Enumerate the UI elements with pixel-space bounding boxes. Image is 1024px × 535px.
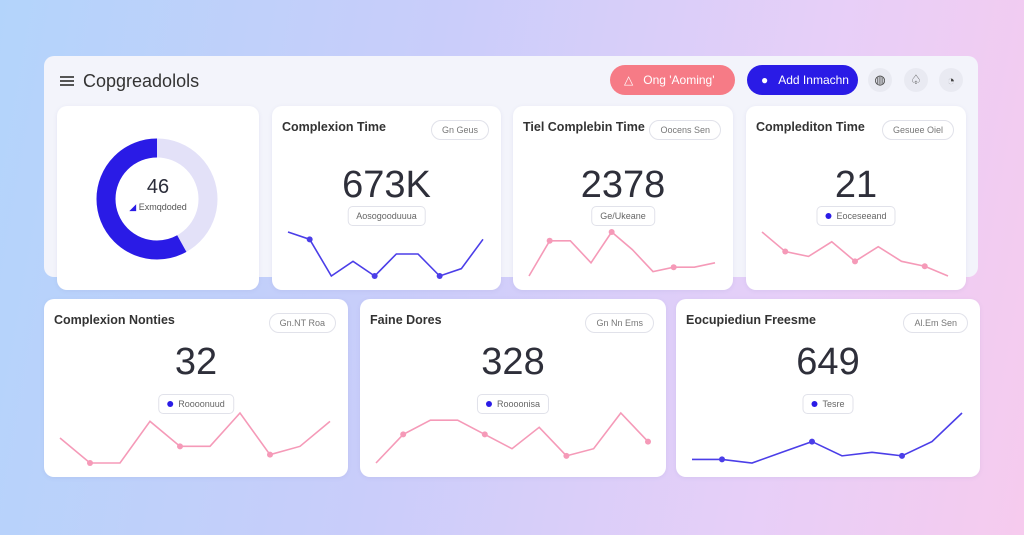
sparkline-point (608, 229, 615, 235)
donut-arc (96, 138, 218, 260)
sparkline-point (267, 451, 273, 458)
period-filter[interactable]: Gn Nn Ems (585, 313, 654, 333)
metric-card: Complexion Time Gn Geus 673K Aosogooduuu… (272, 106, 501, 290)
sparkline-line (528, 230, 716, 277)
sparkline-point (921, 263, 928, 270)
sparkline (528, 229, 716, 277)
app-title: Copgreadolols (83, 71, 200, 91)
profile-icon[interactable]: ◔ (939, 68, 963, 92)
donut-label: ◢ Exmqdoded (129, 202, 187, 212)
sparkline-point (87, 460, 93, 466)
card-title: Eocupiediun Freesme (686, 313, 816, 327)
alert-button[interactable]: △ Ong 'Aoming' (610, 65, 735, 95)
menu-icon[interactable] (60, 76, 74, 86)
metric-value: 649 (796, 341, 860, 383)
metric-badge: Aosogooduuua (347, 206, 426, 226)
warning-icon: △ (624, 73, 634, 87)
metric-badge: Roooonisa (476, 394, 550, 414)
card-title: Faine Dores (370, 313, 442, 327)
sparkline (287, 231, 484, 279)
sparkline-point (481, 431, 488, 438)
legend-dot (485, 401, 492, 407)
period-filter[interactable]: Gn.NT Roa (268, 313, 336, 333)
card-title: Complediton Time (756, 120, 865, 134)
globe-icon: ● (761, 73, 769, 87)
metric-card: Faine Dores Gn Nn Ems 328 Roooonisa (360, 299, 666, 477)
metric-value: 673K (342, 164, 431, 206)
metric-badge: Tesre (802, 394, 854, 414)
sparkline-point (782, 248, 789, 255)
donut-card: 46 ◢ Exmqdoded (57, 106, 259, 290)
metric-value: 2378 (580, 164, 666, 206)
donut-value: 46 (146, 176, 170, 198)
sparkline-line (59, 411, 331, 464)
card-title: Complexion Time (282, 120, 386, 134)
sparkline-point (645, 438, 651, 445)
sparkline-point (400, 431, 407, 438)
legend-dot (825, 213, 832, 219)
sparkline-point (436, 273, 443, 279)
legend-dot (167, 401, 174, 407)
sparkline-line (287, 231, 484, 278)
sparkline-point (546, 237, 553, 244)
metric-card: Tiel Complebin Time Oocens Sen 2378 Ge/U… (513, 106, 733, 290)
card-title: Complexion Nonties (54, 313, 175, 327)
sparkline-point (719, 456, 725, 463)
sparkline-line (375, 411, 649, 464)
metric-card: Complediton Time Gesuee Oiel 21 Eoceseea… (746, 106, 966, 290)
sparkline-line (761, 231, 949, 277)
sparkline-point (670, 264, 677, 271)
sparkline-line (692, 412, 963, 464)
period-filter[interactable]: Al.Em Sen (903, 313, 968, 333)
sparkline (761, 231, 949, 277)
metric-value: 328 (481, 341, 545, 383)
legend-dot (811, 401, 818, 407)
metric-value: 32 (174, 341, 218, 383)
sparkline (692, 412, 963, 464)
sparkline-point (306, 236, 313, 243)
add-button[interactable]: ● Add Inmachn (747, 65, 858, 95)
donut-chart (96, 138, 218, 260)
period-filter[interactable]: Oocens Sen (649, 120, 721, 140)
period-filter[interactable]: Gn Geus (430, 120, 489, 140)
bell-icon[interactable]: ♤ (904, 68, 928, 92)
metric-value: 21 (834, 164, 878, 206)
globe-icon[interactable]: ◍ (868, 68, 892, 92)
sparkline-point (177, 443, 183, 450)
sparkline (59, 411, 331, 466)
metric-card: Complexion Nonties Gn.NT Roa 32 Roooonuu… (44, 299, 348, 477)
metric-badge: Roooonuud (158, 394, 234, 414)
sparkline-point (809, 438, 815, 445)
card-title: Tiel Complebin Time (523, 120, 645, 134)
metric-badge: Ge/Ukeane (591, 206, 655, 226)
sparkline-point (899, 452, 905, 459)
sparkline (375, 411, 651, 464)
metric-card: Eocupiediun Freesme Al.Em Sen 649 Tesre (676, 299, 980, 477)
sparkline-point (852, 258, 858, 265)
sparkline-point (563, 452, 570, 459)
period-filter[interactable]: Gesuee Oiel (881, 120, 954, 140)
sparkline-point (371, 273, 378, 279)
metric-badge: Eoceseeand (816, 206, 896, 226)
